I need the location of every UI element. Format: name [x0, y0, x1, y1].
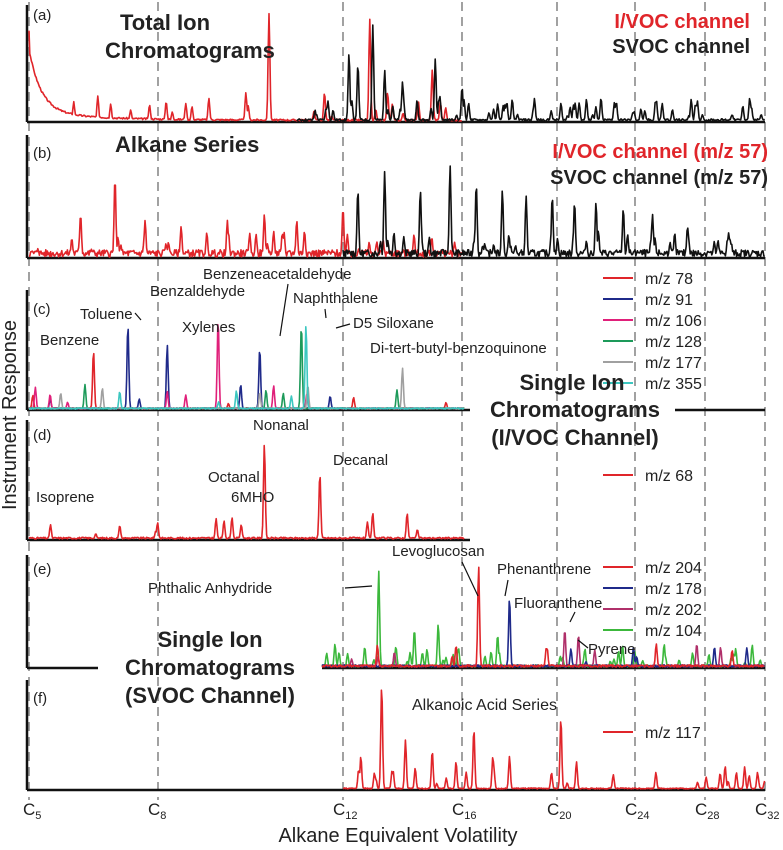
panel-f-legend: m/z 117	[603, 725, 701, 742]
legend-label-mz204: m/z 204	[645, 560, 702, 577]
x-axis-ticks: C5 C8 C12 C16 C20 C24 C28 C32	[23, 800, 780, 822]
legend-label-mz202: m/z 202	[645, 602, 702, 619]
trace-c-mz355	[29, 326, 465, 410]
legend-svoc-channel: SVOC channel	[612, 36, 750, 58]
annotation-naphthalene: Naphthalene	[293, 290, 378, 307]
trace-a-svoc	[296, 24, 766, 122]
trace-a-ivoc	[28, 12, 462, 122]
legend-label-mz104: m/z 104	[645, 623, 702, 640]
leader-fluoranthene	[569, 611, 576, 623]
panel-b-title: Alkane Series	[115, 132, 259, 157]
legend-label-mz117: m/z 117	[645, 725, 701, 742]
panel-label-e: (e)	[33, 561, 51, 578]
annotation-benzene: Benzene	[40, 332, 99, 349]
panel-c-title-line3: (I/VOC Channel)	[491, 425, 658, 450]
leader-phenanthrene	[504, 579, 509, 597]
legend-svoc-mz57: SVOC channel (m/z 57)	[550, 167, 768, 189]
x-axis-label: Alkane Equivalent Volatility	[278, 825, 517, 847]
annotation-d5-siloxane: D5 Siloxane	[353, 315, 434, 332]
panel-a-title-line1: Total Ion	[120, 10, 210, 35]
trace-e-mz204	[321, 566, 765, 668]
leader-toluene	[134, 312, 142, 321]
x-tick-c32: C32	[755, 800, 780, 822]
annotation-decanal: Decanal	[333, 452, 388, 469]
legend-label-mz177: m/z 177	[645, 355, 702, 372]
y-axis-label: Instrument Response	[0, 320, 21, 510]
panel-label-c: (c)	[33, 301, 51, 318]
trace-b-ivoc	[28, 184, 463, 258]
annotation-octanal: Octanal	[208, 469, 260, 486]
trace-f-mz117	[343, 689, 766, 790]
panel-e-title-line3: (SVOC Channel)	[125, 683, 295, 708]
panel-c-legend: m/z 78 m/z 91 m/z 106 m/z 128 m/z 177 m/z 355	[603, 271, 702, 393]
annotation-nonanal: Nonanal	[253, 417, 309, 434]
annotation-benzeneacetaldehyde: Benzeneacetaldehyde	[203, 266, 351, 283]
trace-d-mz68	[28, 444, 465, 540]
annotation-isoprene: Isoprene	[36, 489, 94, 506]
chromatogram-traces	[28, 12, 766, 790]
legend-label-mz78: m/z 78	[645, 271, 693, 288]
annotation-levoglucosan: Levoglucosan	[392, 543, 485, 560]
legend-label-mz68: m/z 68	[645, 468, 693, 485]
x-tick-c8: C8	[148, 800, 166, 822]
legend-label-mz106: m/z 106	[645, 313, 702, 330]
panel-labels: (a) (b) (c) (d) (e) (f)	[33, 7, 51, 707]
leader-levoglucosan	[461, 561, 479, 597]
x-tick-c12: C12	[333, 800, 358, 822]
annotation-phenanthrene: Phenanthrene	[497, 561, 591, 578]
x-tick-c5: C5	[23, 800, 41, 822]
annotation-benzaldehyde: Benzaldehyde	[150, 283, 245, 300]
annotation-pyrene: Pyrene	[588, 641, 636, 658]
x-tick-c16: C16	[452, 800, 477, 822]
x-tick-c24: C24	[625, 800, 650, 822]
x-tick-c28: C28	[695, 800, 720, 822]
annotation-fluoranthene: Fluoranthene	[514, 595, 602, 612]
leader-naphthalene	[324, 308, 327, 319]
annotation-xylenes: Xylenes	[182, 319, 235, 336]
panel-label-f: (f)	[33, 690, 47, 707]
panel-label-d: (d)	[33, 427, 51, 444]
legend-label-mz355: m/z 355	[645, 376, 702, 393]
leader-benzeneacetaldehyde	[279, 283, 289, 337]
legend-label-mz91: m/z 91	[645, 292, 693, 309]
panel-c-title-line1: Single Ion	[519, 370, 624, 395]
panel-axes	[25, 5, 765, 792]
annotation-toluene: Toluene	[80, 306, 133, 323]
panel-c-annotations: Benzene Toluene Xylenes Benzaldehyde Ben…	[40, 266, 547, 357]
legend-ivoc-mz57: I/VOC channel (m/z 57)	[552, 141, 768, 163]
panel-d-legend: m/z 68	[603, 468, 693, 485]
legend-label-mz128: m/z 128	[645, 334, 702, 351]
panel-e-title-line2: Chromatograms	[125, 655, 295, 680]
x-tick-c20: C20	[547, 800, 572, 822]
panel-a-title-line2: Chromatograms	[105, 38, 275, 63]
panel-e-annotations: Phthalic Anhydride Levoglucosan Phenanth…	[148, 543, 636, 658]
leader-d5-siloxane	[335, 323, 351, 329]
legend-ivoc-channel: I/VOC channel	[614, 11, 750, 33]
annotation-6mho: 6MHO	[231, 489, 274, 506]
panel-d-annotations: Isoprene Octanal 6MHO Nonanal Decanal	[36, 417, 388, 506]
annotation-phthalic-anhydride: Phthalic Anhydride	[148, 580, 272, 597]
panel-label-b: (b)	[33, 145, 51, 162]
leader-phthalic-anhydride	[344, 585, 373, 589]
panel-e-legend: m/z 204 m/z 178 m/z 202 m/z 104	[603, 560, 702, 640]
panel-label-a: (a)	[33, 7, 51, 24]
legend-label-mz178: m/z 178	[645, 581, 702, 598]
annotation-benzoquinone: Di-tert-butyl-benzoquinone	[370, 340, 547, 357]
leader-pyrene	[577, 639, 589, 649]
panel-e-title-line1: Single Ion	[157, 627, 262, 652]
annotation-alkanoic-acid-series: Alkanoic Acid Series	[412, 697, 557, 714]
trace-b-svoc	[342, 165, 766, 258]
panel-c-title-line2: Chromatograms	[490, 397, 660, 422]
